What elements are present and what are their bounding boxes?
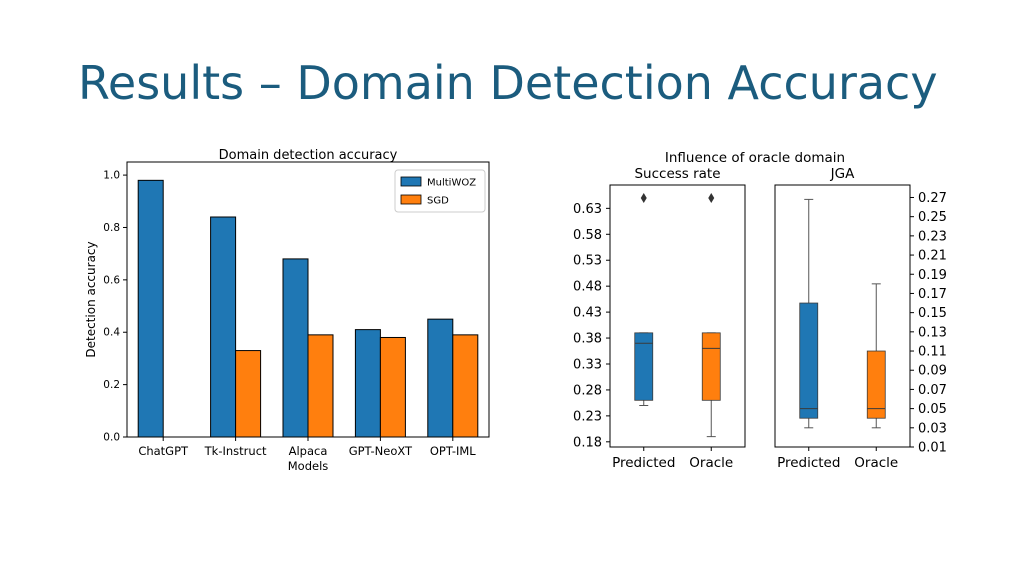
box-1-predicted [799,198,819,429]
legend-label-sgd: SGD [427,196,449,207]
y-tick-label: 0.18 [573,435,602,450]
y-tick-label: 0.23 [918,229,947,244]
y-tick-label: 0.63 [573,202,602,217]
x-tick-label: ChatGPT [138,444,189,458]
bar-sgd-alpaca [307,334,334,438]
y-tick-label: 0.25 [918,210,947,225]
legend-swatch-multiwoz [400,176,422,187]
y-tick-label: 0.15 [918,306,947,321]
outlier-marker [640,192,647,203]
x-tick-label: Tk-Instruct [204,444,267,458]
bar-multiwoz-tk-instruct [210,216,237,438]
y-tick-label: 0.48 [573,280,602,295]
y-tick-label: 0.28 [573,383,602,398]
panel-title-0: Success rate [634,166,720,182]
y-tick-label: 0.13 [918,325,947,340]
x-tick-label: Predicted [777,455,840,471]
y-tick-label: 0.8 [103,222,120,234]
bar-multiwoz-chatgpt [137,179,164,438]
bar-sgd-tk-instruct [235,350,262,438]
box-1-oracle [866,283,886,429]
x-tick-label: Oracle [689,455,733,471]
box-chart-title: Influence of oracle domain [665,150,845,166]
panel-title-1: JGA [830,166,855,182]
bar-multiwoz-gpt-neoxt [354,329,381,438]
panel-frame-0 [609,184,746,448]
y-axis-label: Detection accuracy [84,241,98,357]
y-tick-label: 0.6 [103,274,120,286]
x-tick-label: GPT-NeoXT [349,444,413,458]
y-tick-label: 0.23 [573,409,602,424]
outlier-marker [708,192,715,203]
y-tick-label: 0.33 [573,357,602,372]
domain-detection-bar-chart: Domain detection accuracy 0.0 0.2 0.4 0.6 0.8… [84,148,490,473]
box-body [634,332,654,401]
box-body [799,302,819,419]
y-tick-label: 0.2 [103,379,120,391]
y-tick-label: 0.53 [573,254,602,269]
x-tick-label: Oracle [854,455,898,471]
x-tick-label: Alpaca [289,444,328,458]
y-tick-label: 0.27 [918,191,947,206]
legend-label-multiwoz: MultiWOZ [427,178,476,189]
box-body [866,350,886,419]
y-tick-label: 0.58 [573,228,602,243]
y-tick-label: 1.0 [103,170,120,182]
x-tick-label: Predicted [612,455,675,471]
y-tick-label: 0.38 [573,332,602,347]
box-body [701,332,721,401]
y-tick-label: 0.09 [918,364,947,379]
bar-sgd-opt-iml [452,334,479,438]
legend-swatch-sgd [400,194,422,205]
slide-title: Results – Domain Detection Accuracy [78,56,938,110]
y-tick-label: 0.17 [918,287,947,302]
box-0-oracle [701,192,721,438]
y-tick-label: 0.43 [573,306,602,321]
y-tick-label: 0.11 [918,345,947,360]
y-tick-label: 0.21 [918,249,947,264]
bar-chart-title: Domain detection accuracy [219,148,398,163]
x-tick-label: OPT-IML [430,444,476,458]
y-tick-label: 0.03 [918,421,947,436]
bar-multiwoz-opt-iml [427,318,454,438]
y-tick-label: 0.07 [918,383,947,398]
x-axis-label: Models [288,459,329,473]
bar-multiwoz-alpaca [282,258,309,438]
panel-frame-1 [774,184,911,448]
y-tick-label: 0.4 [103,327,120,339]
y-tick-label: 0.0 [103,432,120,444]
box-0-predicted [634,192,654,406]
y-tick-label: 0.01 [918,441,947,456]
y-tick-label: 0.19 [918,268,947,283]
bar-sgd-gpt-neoxt [379,336,406,438]
y-tick-label: 0.05 [918,402,947,417]
